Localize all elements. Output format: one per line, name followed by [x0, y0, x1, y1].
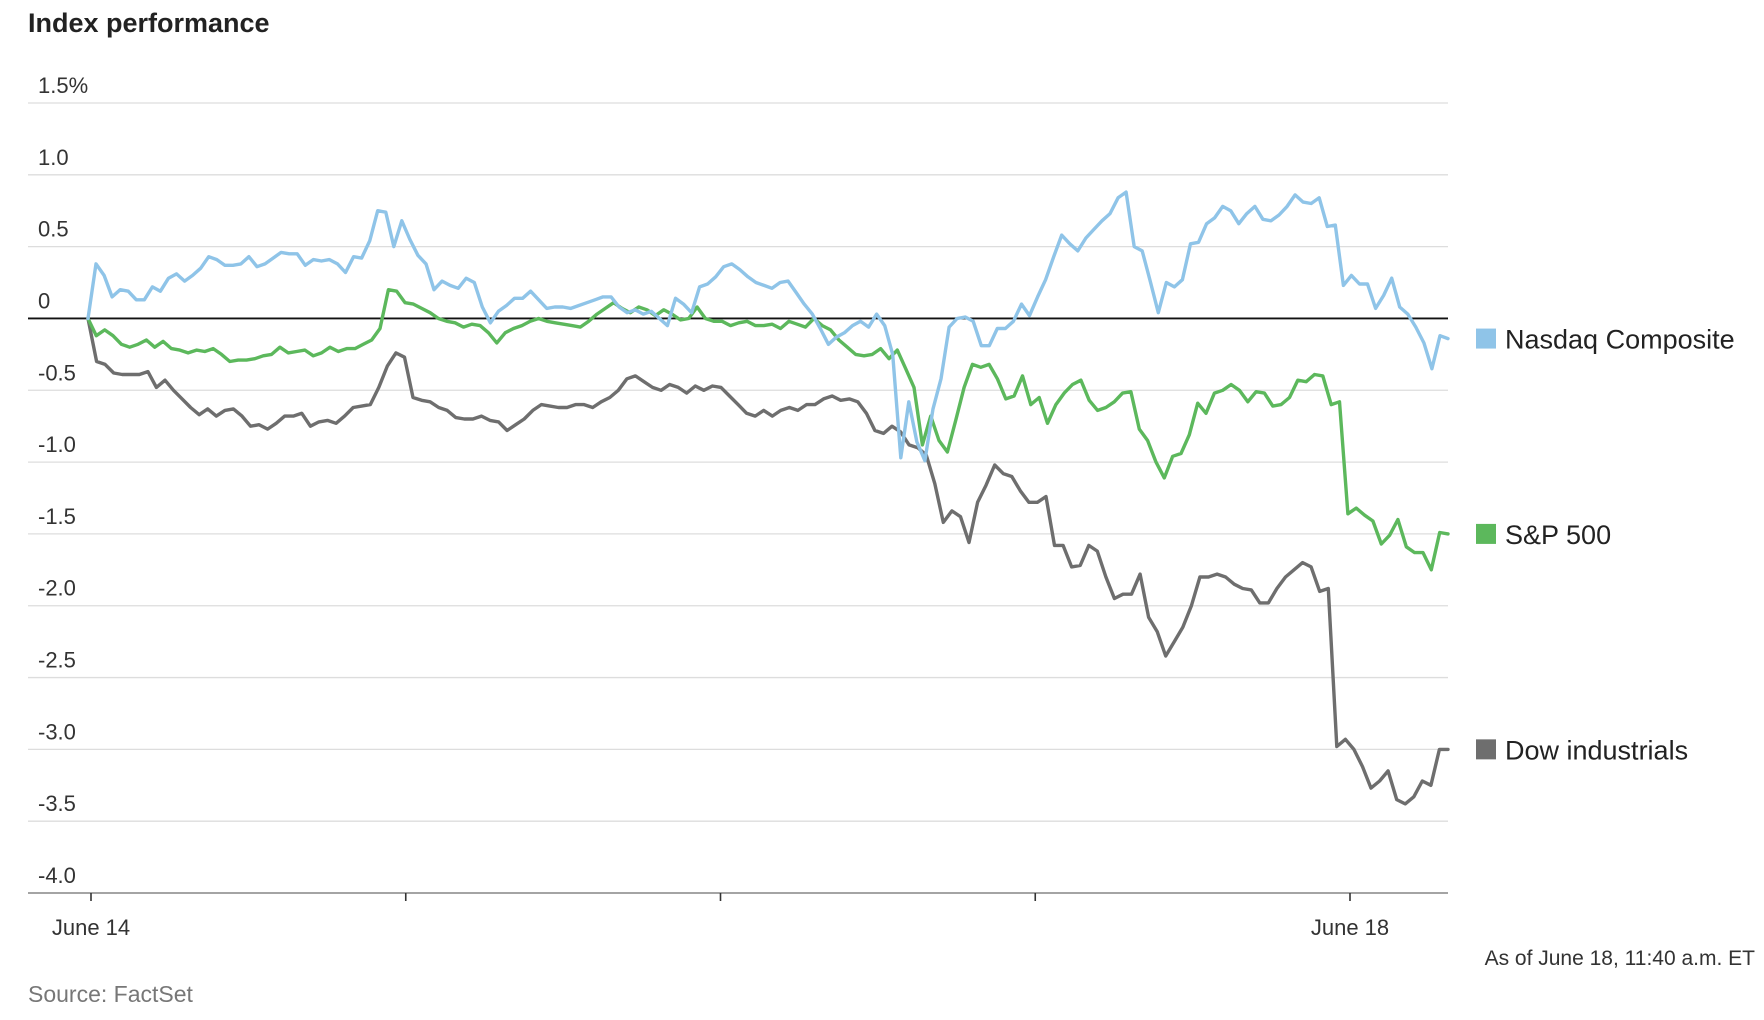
legend-label-nasdaq-composite: Nasdaq Composite	[1505, 325, 1735, 355]
y-tick-label: 0.5	[38, 217, 69, 242]
y-tick-label: 0	[38, 288, 50, 313]
source-note: Source: FactSet	[28, 981, 194, 1007]
x-tick-label: June 14	[52, 915, 130, 940]
y-tick-label: 1.5%	[38, 73, 88, 98]
legend-swatch-s-p-500	[1476, 523, 1496, 544]
legend-swatch-nasdaq-composite	[1476, 328, 1496, 349]
series-line-nasdaq-composite	[86, 190, 1450, 463]
chart-title: Index performance	[28, 8, 270, 38]
series-line-s-p-500	[86, 288, 1450, 572]
y-tick-label: 1.0	[38, 145, 69, 170]
y-axis-labels: 1.5% 1.0 0.5 0 -0.5 -1.0 -1.5 -2.0 -2.5 -3.0 -3.5 -…	[38, 73, 88, 888]
legend: Nasdaq Composite S&P 500 Dow industrials	[1476, 325, 1735, 765]
y-tick-label: -4.0	[38, 863, 76, 888]
legend-swatch-dow-industrials	[1476, 739, 1496, 760]
timestamp-note: As of June 18, 11:40 a.m. ET	[1485, 947, 1756, 970]
x-axis: June 14 June 18	[28, 892, 1448, 940]
gridlines	[28, 102, 1448, 894]
legend-label-s-p-500: S&P 500	[1505, 520, 1611, 550]
y-tick-label: -1.5	[38, 504, 76, 529]
y-tick-label: -3.5	[38, 791, 76, 816]
y-tick-label: -2.5	[38, 648, 76, 673]
series-lines	[86, 190, 1450, 806]
y-tick-label: -1.0	[38, 432, 76, 457]
y-tick-label: -2.0	[38, 576, 76, 601]
y-tick-label: -0.5	[38, 360, 76, 385]
y-tick-label: -3.0	[38, 719, 76, 744]
series-line-dow-industrials	[86, 316, 1450, 806]
x-tick-label: June 18	[1311, 915, 1389, 940]
legend-label-dow-industrials: Dow industrials	[1505, 735, 1688, 765]
